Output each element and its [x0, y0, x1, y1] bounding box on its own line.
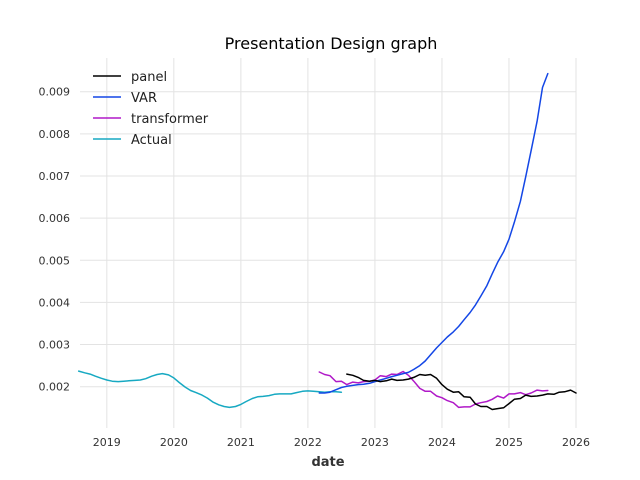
- series-line-panel: [346, 373, 577, 411]
- chart-title: Presentation Design graph: [225, 34, 438, 53]
- legend-label: Actual: [131, 133, 172, 148]
- x-axis-label: date: [311, 455, 344, 470]
- grid-layer: [80, 58, 577, 428]
- legend-label: VAR: [131, 91, 157, 106]
- legend-label: panel: [131, 70, 167, 85]
- x-tick-label: 2020: [160, 436, 188, 449]
- x-tick-label: 2022: [294, 436, 322, 449]
- y-tick-label: 0.006: [39, 212, 71, 225]
- y-tick-label: 0.007: [39, 170, 71, 183]
- y-tick-label: 0.009: [39, 86, 71, 99]
- legend: panel VAR transformer Actual: [93, 70, 209, 148]
- y-tick-label: 0.008: [39, 128, 71, 141]
- y-tick-label: 0.003: [39, 339, 71, 352]
- x-tick-label: 2026: [562, 436, 590, 449]
- x-tick-label: 2025: [495, 436, 523, 449]
- x-tick-label: 2024: [428, 436, 456, 449]
- y-tick-label: 0.004: [39, 296, 71, 309]
- series-line-transformer: [318, 370, 549, 409]
- x-tick-label: 2021: [227, 436, 255, 449]
- legend-label: transformer: [131, 112, 209, 127]
- x-tick-label: 2019: [93, 436, 121, 449]
- tick-layer: 2019 2020 2021 2022 2023 2024 2025 2026 0.002 0.0…: [39, 86, 591, 449]
- series-line-var: [318, 72, 549, 394]
- series-layer: [77, 72, 577, 411]
- y-tick-label: 0.005: [39, 254, 71, 267]
- x-tick-label: 2023: [361, 436, 389, 449]
- series-line-actual: [77, 370, 343, 409]
- y-tick-label: 0.002: [39, 381, 71, 394]
